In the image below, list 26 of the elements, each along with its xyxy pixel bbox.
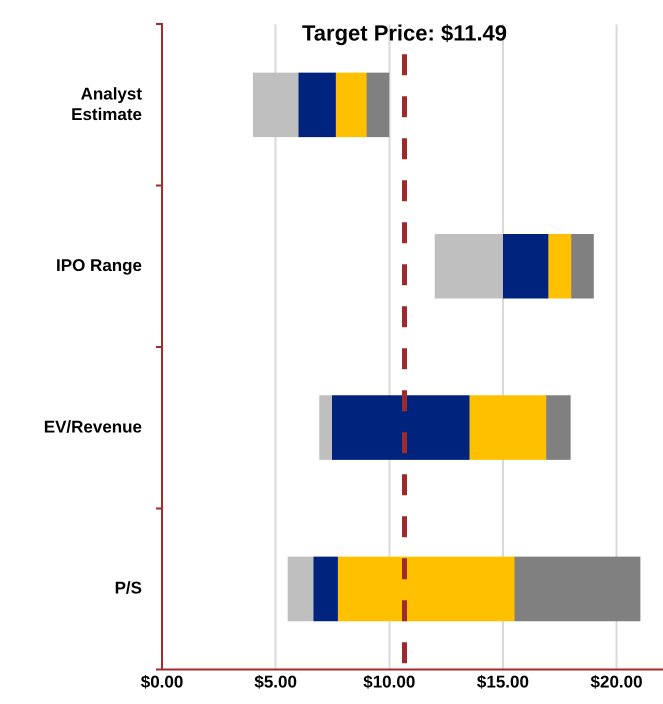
bar [288,556,314,622]
bar [502,234,548,298]
y-tick-label: EV/Revenue [44,417,142,436]
bar [546,395,571,460]
bar [434,234,503,298]
bar [514,556,640,622]
x-tick-label: $10.00 [363,672,416,692]
bar [332,395,470,460]
bar [313,556,338,622]
bar [470,395,546,460]
x-tick-label: $5.00 [254,672,297,692]
chart-title: Target Price: $11.49 [302,20,508,46]
bar [571,234,594,298]
y-tick-label: Analyst Estimate [71,84,142,124]
y-tick-label: IPO Range [56,256,142,275]
y-tick-label: P/S [114,578,142,598]
bar [366,72,390,138]
bar [548,234,572,298]
bar [336,72,367,138]
bar [252,72,298,138]
bar [298,72,336,138]
x-tick-label: $0.00 [140,672,184,692]
x-tick-label: $15.00 [476,672,529,692]
bar [319,395,332,460]
bar [338,556,514,622]
x-tick-label: $20.00 [590,672,643,692]
